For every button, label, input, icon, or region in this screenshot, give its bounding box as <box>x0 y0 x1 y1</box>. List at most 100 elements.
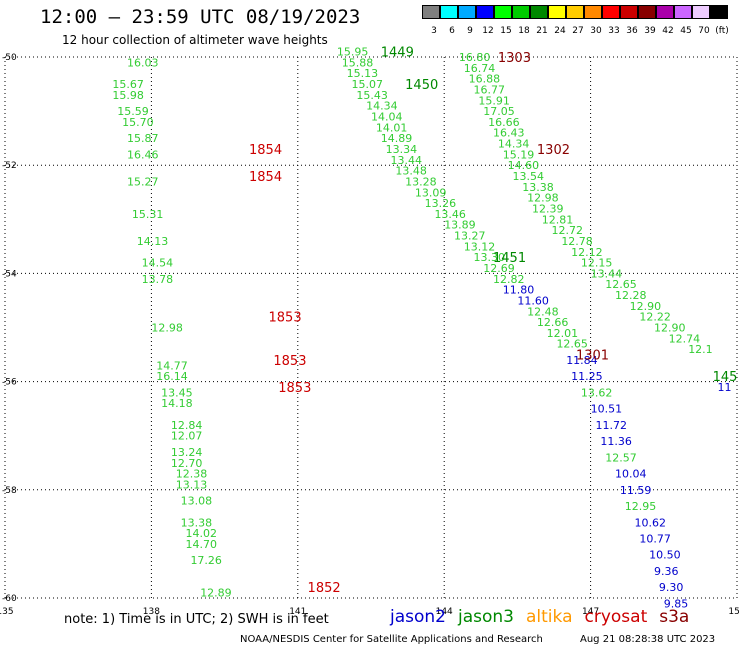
pass-time-label: 1854 <box>249 143 282 158</box>
pass-time-label: 145 <box>713 370 738 385</box>
wave-height-value: 12.98 <box>151 322 183 335</box>
wave-height-value: 11.59 <box>620 484 652 497</box>
wave-height-value: 12.98 <box>527 192 559 205</box>
wave-height-value: 14.13 <box>137 235 169 248</box>
wave-height-value: 9.36 <box>654 565 679 578</box>
wave-height-value: 12.74 <box>669 332 701 345</box>
color-scale-label: 30 <box>590 26 602 36</box>
wave-height-value: 15.31 <box>132 208 164 221</box>
pass-time-label: 1853 <box>273 354 306 369</box>
wave-height-value: 9.85 <box>664 597 689 610</box>
pass-time-label: 1303 <box>498 51 531 66</box>
wave-height-value: 12.39 <box>532 202 564 215</box>
wave-height-value: 14.34 <box>366 100 398 113</box>
wave-height-value: 12.89 <box>200 587 232 600</box>
wave-height-value: 15.19 <box>503 148 535 161</box>
pass-time-label: 1451 <box>493 251 526 266</box>
wave-height-value: 13.44 <box>391 154 423 167</box>
y-tick-label: -58 <box>2 486 17 496</box>
wave-height-value: 15.87 <box>127 132 159 145</box>
y-tick-label: -54 <box>2 269 17 279</box>
color-scale-label: 21 <box>536 26 548 36</box>
color-swatch <box>602 5 620 19</box>
wave-height-value: 10.51 <box>591 403 623 416</box>
wave-height-value: 17.26 <box>190 554 222 567</box>
wave-height-value: 14.89 <box>381 132 413 145</box>
wave-height-value: 13.08 <box>181 495 213 508</box>
wave-height-value: 12.70 <box>171 457 203 470</box>
wave-height-value: 10.04 <box>615 468 647 481</box>
wave-height-value: 13.27 <box>454 230 486 243</box>
color-scale-label: 42 <box>662 26 674 36</box>
legend-item-altika: altika <box>526 607 573 627</box>
legend-item-jason2: jason2 <box>390 607 446 627</box>
x-tick-label: 144 <box>436 607 453 617</box>
wave-height-value: 11.72 <box>595 419 627 432</box>
wave-height-value: 12.90 <box>630 300 662 313</box>
wave-height-value: 11.60 <box>517 294 549 307</box>
color-scale-label: 70 <box>698 26 710 36</box>
pass-time-label: 1852 <box>308 581 341 596</box>
pass-time-label: 1449 <box>381 46 414 61</box>
color-swatch <box>422 5 440 19</box>
wave-height-value: 12.78 <box>561 235 593 248</box>
wave-height-value: 12.12 <box>571 246 603 259</box>
wave-height-value: 12.28 <box>615 289 647 302</box>
pass-time-label: 1854 <box>249 170 282 185</box>
x-tick-label: 147 <box>582 607 599 617</box>
wave-height-value: 13.54 <box>513 170 545 183</box>
wave-height-value: 13.24 <box>171 446 203 459</box>
wave-height-value: 13.48 <box>395 165 427 178</box>
wave-height-value: 10.50 <box>649 549 681 562</box>
wave-height-value: 9.30 <box>659 581 684 594</box>
wave-height-value: 12.15 <box>581 257 613 270</box>
wave-height-value: 15.88 <box>342 56 374 69</box>
wave-height-value: 12.22 <box>639 311 671 324</box>
wave-height-value: 12.81 <box>542 213 574 226</box>
credit-line: NOAA/NESDIS Center for Satellite Applica… <box>240 634 543 645</box>
wave-height-value: 12.07 <box>171 430 203 443</box>
color-scale-label: 45 <box>680 26 692 36</box>
color-scale-label: (ft) <box>715 26 729 36</box>
color-swatch <box>710 5 728 19</box>
wave-height-value: 13.78 <box>142 273 174 286</box>
color-scale-label: 33 <box>608 26 620 36</box>
color-swatch <box>458 5 476 19</box>
wave-height-value: 16.80 <box>459 51 491 64</box>
y-tick-label: -52 <box>2 161 17 171</box>
wave-height-value: 15.13 <box>347 67 379 80</box>
color-swatch <box>494 5 512 19</box>
color-scale-label: 24 <box>554 26 566 36</box>
color-scale-label: 6 <box>449 26 455 36</box>
wave-height-value: 14.02 <box>186 527 218 540</box>
wave-height-value: 15.95 <box>337 46 369 59</box>
wave-height-value: 15.98 <box>112 89 144 102</box>
color-scale-label: 12 <box>482 26 494 36</box>
wave-height-value: 10.77 <box>639 532 671 545</box>
wave-height-value: 16.74 <box>464 62 496 75</box>
wave-height-value: 13.46 <box>434 208 466 221</box>
color-swatch <box>530 5 548 19</box>
wave-height-value: 13.34 <box>386 143 418 156</box>
wave-height-value: 17.05 <box>483 105 515 118</box>
generation-timestamp: Aug 21 08:28:38 UTC 2023 <box>580 634 716 645</box>
wave-height-value: 14.54 <box>142 257 174 270</box>
wave-height-value: 13.44 <box>591 267 623 280</box>
wave-height-value: 15.07 <box>351 78 383 91</box>
wave-height-value: 13.62 <box>581 386 613 399</box>
wave-height-value: 12.95 <box>625 500 657 513</box>
color-swatch <box>548 5 566 19</box>
wave-height-value: 16.43 <box>493 127 525 140</box>
wave-height-value: 16.14 <box>156 370 188 383</box>
satellite-legend: jason2 jason3 altika cryosat s3a <box>390 607 701 627</box>
wave-height-value: 11.80 <box>503 284 535 297</box>
pass-time-label: 1450 <box>405 78 438 93</box>
wave-height-value: 15.67 <box>112 78 144 91</box>
chart-subtitle: 12 hour collection of altimeter wave hei… <box>62 33 328 47</box>
color-swatch <box>692 5 710 19</box>
wave-height-value: 14.04 <box>371 111 403 124</box>
color-scale-label: 36 <box>626 26 638 36</box>
wave-height-value: 13.38 <box>522 181 554 194</box>
wave-height-value: 13.30 <box>473 251 505 264</box>
wave-height-value: 13.13 <box>176 478 208 491</box>
